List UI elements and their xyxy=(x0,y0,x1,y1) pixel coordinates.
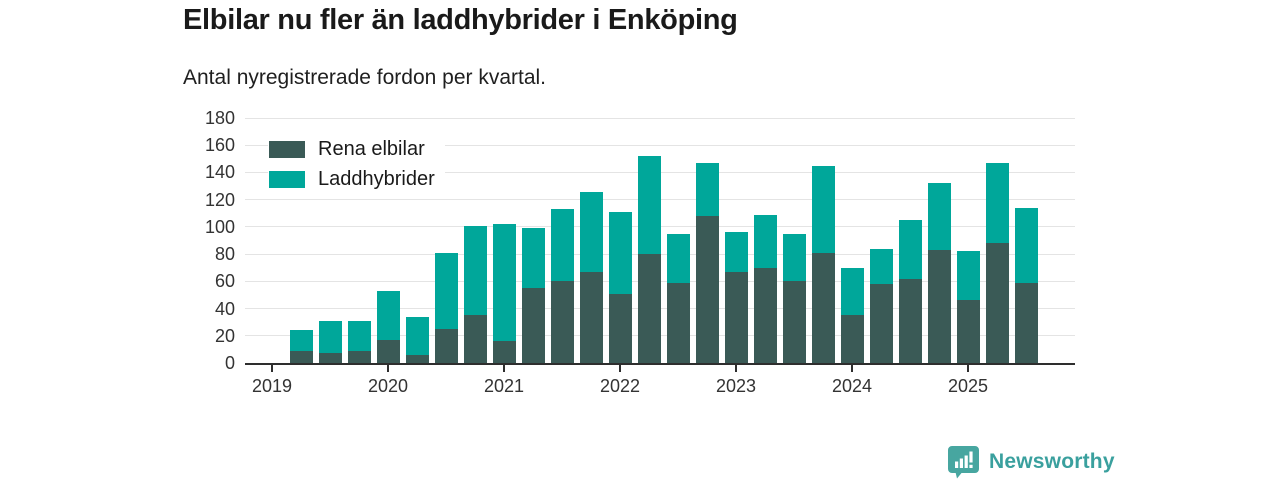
bar-segment-laddhybrider xyxy=(695,162,719,216)
chart-legend: Rena elbilar Laddhybrider xyxy=(268,137,445,192)
bar-segment-laddhybrider xyxy=(434,252,458,329)
bar-segment-rena-elbilar xyxy=(289,350,313,363)
bar-segment-rena-elbilar xyxy=(608,293,632,363)
x-axis-tick-label: 2024 xyxy=(831,376,873,396)
y-gridline xyxy=(245,144,1075,146)
x-axis-tick-label: 2022 xyxy=(599,376,641,396)
x-axis-tick xyxy=(387,365,389,372)
bar-segment-rena-elbilar xyxy=(985,243,1009,363)
x-axis-tick xyxy=(271,365,273,372)
y-axis-tick-label: 60 xyxy=(214,271,235,292)
bar-segment-laddhybrider xyxy=(579,191,603,272)
y-axis-tick-label: 100 xyxy=(204,216,235,237)
bar-segment-rena-elbilar xyxy=(956,300,980,363)
legend-swatch xyxy=(269,141,305,158)
bar-segment-rena-elbilar xyxy=(434,328,458,363)
bar-segment-laddhybrider xyxy=(985,162,1009,244)
bar-segment-rena-elbilar xyxy=(869,284,893,363)
chart-subtitle: Antal nyregistrerade fordon per kvartal. xyxy=(183,66,547,89)
bar-segment-laddhybrider xyxy=(376,290,400,340)
bar-segment-rena-elbilar xyxy=(753,267,777,363)
y-axis-tick-label: 120 xyxy=(204,189,235,210)
y-gridline xyxy=(245,117,1075,119)
bar-segment-laddhybrider xyxy=(898,220,922,279)
x-axis-tick-label: 2020 xyxy=(367,376,409,396)
bar-segment-laddhybrider xyxy=(521,228,545,289)
bar-segment-laddhybrider xyxy=(956,251,980,301)
bar-segment-laddhybrider xyxy=(492,224,516,342)
bar-segment-laddhybrider xyxy=(289,330,313,351)
chart-title: Elbilar nu fler än laddhybrider i Enköpi… xyxy=(183,4,738,36)
y-axis-tick-label: 140 xyxy=(204,162,235,183)
bar-segment-laddhybrider xyxy=(927,183,951,251)
bar-segment-laddhybrider xyxy=(347,320,371,351)
bar-segment-rena-elbilar xyxy=(492,341,516,363)
bar-segment-laddhybrider xyxy=(463,225,487,316)
bar-segment-rena-elbilar xyxy=(898,278,922,363)
y-axis-tick-label: 160 xyxy=(204,135,235,156)
bar-segment-rena-elbilar xyxy=(347,350,371,363)
legend-swatch xyxy=(269,171,305,188)
bar-segment-laddhybrider xyxy=(608,211,632,294)
legend-label: Laddhybrider xyxy=(318,168,435,190)
bar-segment-rena-elbilar xyxy=(811,252,835,363)
legend-item: Rena elbilar xyxy=(268,137,445,162)
bar-segment-rena-elbilar xyxy=(782,281,806,363)
bar-segment-laddhybrider xyxy=(782,233,806,282)
bar-segment-laddhybrider xyxy=(724,232,748,272)
bar-segment-laddhybrider xyxy=(550,209,574,282)
newsworthy-logo-icon xyxy=(948,446,979,479)
bar-segment-rena-elbilar xyxy=(666,282,690,363)
bar-segment-laddhybrider xyxy=(840,267,864,316)
y-axis-tick-label: 180 xyxy=(204,108,235,128)
legend-item: Laddhybrider xyxy=(268,167,445,192)
x-axis-tick-label: 2023 xyxy=(715,376,757,396)
bar-segment-rena-elbilar xyxy=(550,281,574,363)
x-axis-tick-label: 2019 xyxy=(251,376,293,396)
y-axis-tick-label: 80 xyxy=(214,244,235,265)
bar-segment-rena-elbilar xyxy=(927,250,951,363)
bar-segment-laddhybrider xyxy=(811,165,835,253)
bar-segment-rena-elbilar xyxy=(637,254,661,363)
bar-segment-laddhybrider xyxy=(869,248,893,285)
bar-segment-rena-elbilar xyxy=(579,271,603,363)
bar-segment-laddhybrider xyxy=(637,156,661,255)
y-axis-tick-label: 40 xyxy=(214,298,235,319)
x-axis-tick xyxy=(967,365,969,372)
bar-segment-laddhybrider xyxy=(405,316,429,355)
x-axis-tick xyxy=(851,365,853,372)
bar-segment-rena-elbilar xyxy=(405,354,429,363)
bar-segment-rena-elbilar xyxy=(318,353,342,363)
bar-segment-laddhybrider xyxy=(666,233,690,283)
bar-segment-rena-elbilar xyxy=(724,271,748,363)
bar-segment-rena-elbilar xyxy=(840,315,864,363)
bar-segment-rena-elbilar xyxy=(463,315,487,363)
x-axis-tick xyxy=(503,365,505,372)
x-axis-tick-label: 2021 xyxy=(483,376,525,396)
x-axis-tick xyxy=(735,365,737,372)
bar-segment-rena-elbilar xyxy=(376,339,400,363)
bar-segment-rena-elbilar xyxy=(521,288,545,363)
bar-segment-laddhybrider xyxy=(1014,207,1038,283)
legend-label: Rena elbilar xyxy=(318,138,425,160)
y-axis-tick-label: 20 xyxy=(214,325,235,346)
x-axis-tick xyxy=(619,365,621,372)
bar-segment-laddhybrider xyxy=(318,320,342,354)
bar-segment-rena-elbilar xyxy=(695,216,719,363)
y-axis-tick-label: 0 xyxy=(224,353,235,373)
bar-segment-rena-elbilar xyxy=(1014,282,1038,363)
brand-name: Newsworthy xyxy=(989,450,1115,473)
x-axis-tick-label: 2025 xyxy=(947,376,989,396)
bar-segment-laddhybrider xyxy=(753,214,777,268)
brand-footer: Newsworthy xyxy=(947,445,1115,479)
x-axis-line xyxy=(245,363,1075,365)
